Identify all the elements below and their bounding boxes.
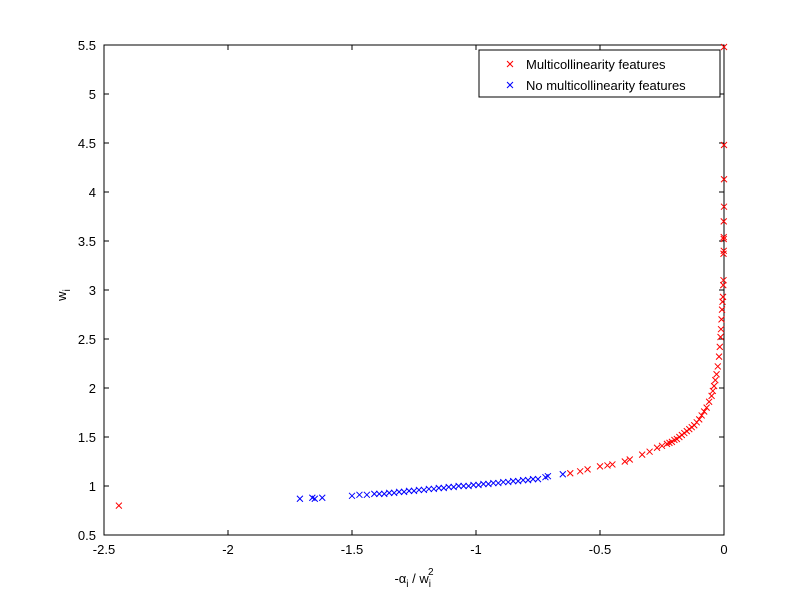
no-multicollinearity-point [490, 479, 497, 487]
multicollinearity-point [719, 293, 727, 301]
no-multicollinearity-point [356, 491, 363, 499]
multicollinearity-point [720, 247, 728, 255]
y-tick-label: 5.5 [78, 38, 96, 53]
y-tick-label: 1.5 [78, 430, 96, 445]
multicollinearity-point [717, 333, 724, 341]
y-tick-label: 2 [89, 381, 96, 396]
multicollinearity-point [708, 392, 715, 400]
multicollinearity-point [711, 376, 719, 384]
multicollinearity-point [626, 456, 634, 463]
multicollinearity-point [709, 387, 717, 395]
no-multicollinearity-point [455, 482, 462, 490]
multicollinearity-point [621, 458, 629, 465]
no-multicollinearity-point [529, 475, 537, 483]
no-multicollinearity-point [470, 481, 477, 489]
legend: Multicollinearity features No multicolli… [478, 49, 721, 98]
multicollinearity-point [638, 451, 646, 458]
multicollinearity-point [584, 465, 591, 473]
multicollinearity-point [710, 382, 718, 390]
no-multicollinearity-point [445, 483, 453, 491]
y-axis-label: wi [54, 289, 73, 302]
y-tick-label: 1 [89, 479, 96, 494]
x-tick-label: -0.5 [589, 542, 611, 557]
multicollinearity-point [566, 469, 574, 477]
data-markers [115, 43, 728, 509]
multicollinearity-point [720, 233, 728, 241]
y-tick-label: 4 [89, 185, 96, 200]
multicollinearity-point [720, 203, 728, 211]
no-multicollinearity-point [519, 476, 527, 484]
no-multicollinearity-point [509, 477, 517, 485]
y-tick-label: 3.5 [78, 234, 96, 249]
x-tick-label: -1.5 [341, 542, 363, 557]
multicollinearity-point [609, 461, 616, 468]
y-axis: 0.5 1 1.5 2 2.5 3 3.5 4 4.5 5 5.5 [78, 38, 724, 543]
y-tick-label: 2.5 [78, 332, 96, 347]
multicollinearity-point [716, 343, 724, 351]
y-tick-label: 3 [89, 283, 96, 298]
y-tick-label: 0.5 [78, 528, 96, 543]
legend-x-marker [506, 60, 514, 68]
multicollinearity-point [713, 370, 720, 378]
no-multicollinearity-point [311, 495, 319, 503]
multicollinearity-point [115, 502, 123, 509]
multicollinearity-point [700, 408, 708, 415]
y-tick-label: 4.5 [78, 136, 96, 151]
legend-box [478, 49, 721, 98]
multicollinearity-point [695, 416, 703, 423]
x-tick-label: -1 [470, 542, 482, 557]
multicollinearity-point [698, 412, 706, 419]
multicollinearity-point [715, 353, 723, 360]
plot-area [103, 44, 725, 536]
multicollinearity-point [720, 250, 727, 258]
multicollinearity-point [720, 141, 728, 149]
no-multicollinearity-point [395, 488, 403, 496]
no-multicollinearity-point [318, 494, 326, 502]
multicollinearity-point [718, 316, 725, 323]
legend-marker-no-multicollinearity [506, 81, 514, 89]
no-multicollinearity-point [363, 491, 371, 499]
x-axis-label: -αi / wi2 [394, 567, 434, 590]
no-multicollinearity-point [385, 489, 393, 497]
no-multicollinearity-point [499, 478, 507, 486]
multicollinearity-point [720, 276, 727, 284]
no-multicollinearity-point [425, 485, 433, 493]
multicollinearity-point [720, 43, 728, 51]
no-multicollinearity-point [534, 475, 542, 483]
no-multicollinearity-point [480, 480, 487, 488]
multicollinearity-point [705, 398, 713, 406]
multicollinearity-point [714, 363, 722, 370]
no-multicollinearity-point [405, 487, 413, 495]
legend-marker-multicollinearity [506, 60, 514, 68]
no-multicollinearity-point [544, 472, 552, 480]
x-tick-label: -2 [222, 542, 234, 557]
multicollinearity-point [720, 175, 728, 183]
x-tick-label: 0 [720, 542, 727, 557]
no-multicollinearity-point [435, 484, 443, 492]
no-multicollinearity-point [348, 492, 356, 500]
multicollinearity-point [703, 404, 710, 411]
multicollinearity-point [717, 325, 725, 333]
multicollinearity-point [718, 306, 726, 313]
no-multicollinearity-point [460, 482, 467, 490]
multicollinearity-point [720, 235, 728, 243]
no-multicollinearity-point [375, 490, 383, 498]
no-multicollinearity-point [415, 486, 423, 494]
y-tick-label: 5 [89, 87, 96, 102]
x-tick-label: -2.5 [93, 542, 115, 557]
multicollinearity-point [653, 444, 661, 452]
legend-label-multicollinearity: Multicollinearity features [526, 57, 666, 72]
x-axis: -2.5 -2 -1.5 -1 -0.5 0 [93, 45, 728, 557]
multicollinearity-point [576, 467, 584, 475]
multicollinearity-point [646, 448, 653, 456]
legend-x-marker [506, 81, 514, 89]
legend-label-no-multicollinearity: No multicollinearity features [526, 78, 686, 93]
no-multicollinearity-point [296, 495, 304, 503]
multicollinearity-point [596, 463, 604, 470]
multicollinearity-point [658, 442, 666, 450]
no-multicollinearity-point [370, 490, 378, 498]
no-multicollinearity-point [559, 470, 567, 478]
multicollinearity-point [720, 218, 728, 225]
